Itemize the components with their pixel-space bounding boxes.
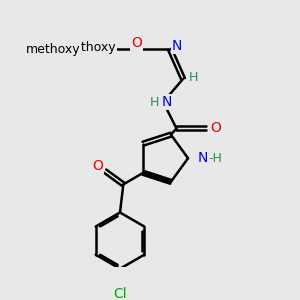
Text: Cl: Cl <box>113 286 127 300</box>
Text: N: N <box>172 39 182 53</box>
Text: O: O <box>131 37 142 50</box>
Text: N: N <box>198 151 208 165</box>
Text: O: O <box>210 122 221 136</box>
Text: methoxy: methoxy <box>26 43 80 56</box>
Text: O: O <box>92 159 103 173</box>
Text: H: H <box>149 95 159 109</box>
Text: -H: -H <box>208 152 222 165</box>
Text: methoxy: methoxy <box>61 41 116 54</box>
Text: H: H <box>189 71 198 84</box>
Text: N: N <box>161 95 172 109</box>
